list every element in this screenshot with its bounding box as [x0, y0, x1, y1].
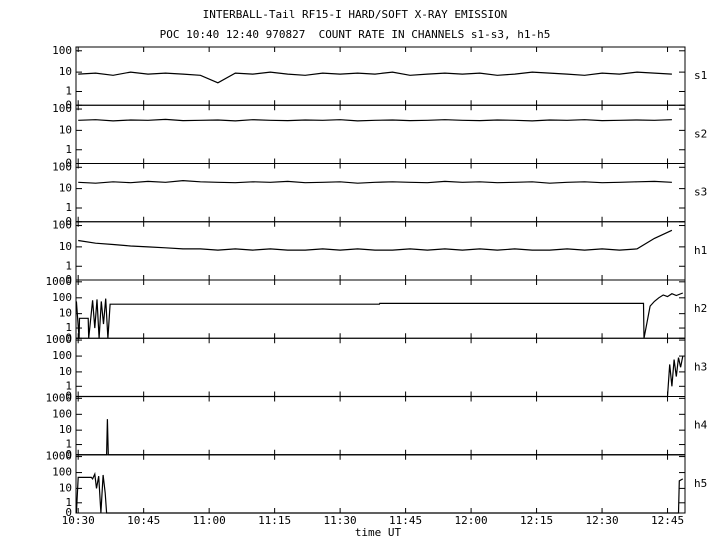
data-line — [78, 118, 672, 122]
panel-frame — [75, 337, 686, 397]
channel-label: s1 — [694, 69, 707, 82]
y-tick-label: 1 — [65, 259, 72, 272]
y-tick-label: 1 — [65, 85, 72, 98]
y-tick-label: 1000 — [46, 391, 73, 404]
x-axis-label: time UT — [355, 526, 402, 539]
x-tick-label: 12:45 — [651, 514, 684, 527]
y-tick-label: 100 — [52, 160, 72, 173]
panel-frame — [75, 221, 686, 281]
y-tick-label: 100 — [52, 102, 72, 115]
y-tick-label: 100 — [52, 466, 72, 479]
y-tick-label: 1000 — [46, 333, 73, 346]
y-tick-label: 100 — [52, 407, 72, 420]
x-tick-label: 10:45 — [127, 514, 160, 527]
title: INTERBALL-Tail RF15-I HARD/SOFT X-RAY EM… — [203, 8, 508, 21]
data-line — [76, 419, 683, 456]
y-tick-label: 100 — [52, 349, 72, 362]
channel-label: h2 — [694, 302, 707, 315]
x-tick-label: 11:30 — [324, 514, 357, 527]
x-tick-label: 12:30 — [585, 514, 618, 527]
subtitle: POC 10:40 12:40 970827 COUNT RATE IN CHA… — [160, 28, 551, 41]
data-line — [78, 71, 672, 84]
y-tick-label: 0 — [65, 98, 72, 111]
y-tick-label: 10 — [59, 365, 72, 378]
y-tick-label: 1 — [65, 438, 72, 451]
y-tick-label: 10 — [59, 423, 72, 436]
y-tick-label: 0 — [65, 215, 72, 228]
y-tick-label: 10 — [59, 65, 72, 78]
data-line — [76, 355, 684, 398]
data-line — [75, 471, 684, 514]
y-tick-label: 100 — [52, 44, 72, 57]
panel-frame — [75, 46, 686, 106]
panel-frame — [75, 163, 686, 223]
data-line — [78, 179, 672, 184]
x-tick-label: 11:00 — [193, 514, 226, 527]
y-tick-label: 100 — [52, 219, 72, 232]
y-tick-label: 1 — [65, 321, 72, 334]
channel-label: h5 — [694, 477, 707, 490]
y-tick-label: 0 — [65, 390, 72, 403]
y-tick-label: 0 — [65, 331, 72, 344]
y-tick-label: 1 — [65, 143, 72, 156]
panel-frame — [75, 454, 686, 514]
y-tick-label: 10 — [59, 481, 72, 494]
x-tick-label: 12:15 — [520, 514, 553, 527]
channel-label: h3 — [694, 360, 707, 373]
x-tick-label: 11:15 — [258, 514, 291, 527]
channel-label: h4 — [694, 419, 708, 432]
y-tick-label: 0 — [65, 273, 72, 286]
x-tick-label: 11:45 — [389, 514, 422, 527]
y-tick-label: 0 — [65, 157, 72, 170]
y-tick-label: 10 — [59, 182, 72, 195]
y-tick-label: 10 — [59, 307, 72, 320]
channel-label: s3 — [694, 186, 707, 199]
panel-frame — [75, 279, 686, 339]
y-tick-label: 1 — [65, 496, 72, 509]
y-tick-label: 1 — [65, 379, 72, 392]
y-tick-label: 10 — [59, 123, 72, 136]
y-tick-label: 1 — [65, 201, 72, 214]
y-tick-label: 0 — [65, 448, 72, 461]
x-tick-label: 10:30 — [62, 514, 95, 527]
y-tick-label: 10 — [59, 240, 72, 253]
panel-frame — [75, 396, 686, 456]
channel-label: h1 — [694, 244, 707, 257]
panel-frame — [75, 104, 686, 164]
y-tick-label: 0 — [65, 506, 72, 519]
x-tick-label: 12:00 — [455, 514, 488, 527]
y-tick-label: 100 — [52, 291, 72, 304]
channel-label: s2 — [694, 127, 707, 140]
data-line — [75, 292, 684, 339]
y-tick-label: 1000 — [46, 275, 73, 288]
data-line — [78, 229, 673, 251]
y-tick-label: 1000 — [46, 450, 73, 463]
